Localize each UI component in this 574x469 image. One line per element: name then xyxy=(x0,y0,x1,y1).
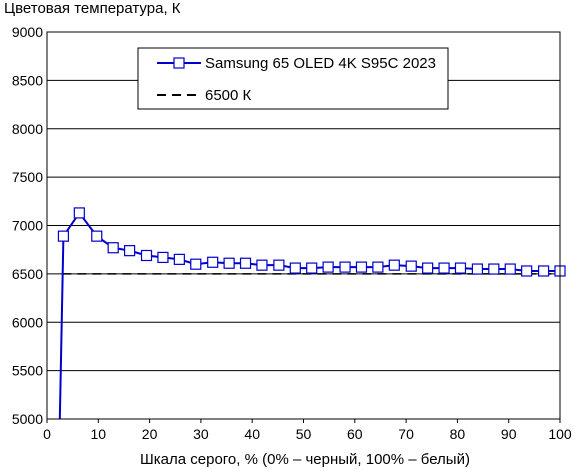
data-point-samsung xyxy=(537,265,550,277)
data-point-samsung xyxy=(239,257,252,269)
y-tick-label: 8000 xyxy=(12,121,43,137)
series-layer xyxy=(57,207,566,420)
x-tick-label: 20 xyxy=(142,426,158,442)
x-tick-labels: 0 10 20 30 40 50 60 70 80 90 100 xyxy=(43,419,572,442)
data-point-samsung xyxy=(422,262,434,274)
y-tick-label: 5500 xyxy=(12,363,43,379)
data-point-samsung xyxy=(140,249,153,262)
data-point-samsung xyxy=(157,251,169,264)
data-point-samsung xyxy=(107,242,119,254)
y-tick-label: 5000 xyxy=(12,411,43,427)
data-point-samsung xyxy=(504,263,516,275)
x-tick-label: 10 xyxy=(91,426,107,442)
legend-marker-samsung xyxy=(173,57,185,69)
data-point-samsung xyxy=(273,259,285,271)
y-axis-title: Цветовая температура, К xyxy=(4,0,181,17)
legend-box xyxy=(137,47,449,110)
data-point-samsung xyxy=(91,230,103,242)
y-tick-label: 8500 xyxy=(12,72,43,88)
y-tick-label: 7000 xyxy=(12,218,43,234)
y-tick-label: 6000 xyxy=(12,314,43,330)
data-point-samsung xyxy=(339,261,351,273)
data-point-samsung xyxy=(438,262,450,274)
x-tick-label: 40 xyxy=(244,426,260,442)
data-point-samsung xyxy=(123,245,136,257)
x-tick-label: 30 xyxy=(193,426,209,442)
x-tick-label: 80 xyxy=(450,426,466,442)
data-point-samsung xyxy=(521,265,533,277)
data-point-samsung xyxy=(355,261,368,273)
data-point-samsung xyxy=(488,263,500,275)
data-point-samsung xyxy=(256,259,268,271)
plot-frame xyxy=(46,31,561,420)
data-point-samsung xyxy=(405,260,417,272)
data-point-samsung xyxy=(57,230,70,242)
y-tick-label: 7500 xyxy=(12,169,43,185)
data-point-samsung xyxy=(73,207,85,219)
y-tick-label: 9000 xyxy=(12,24,43,40)
x-tick-label: 90 xyxy=(501,426,517,442)
data-point-samsung xyxy=(322,261,334,273)
legend-label-6500k: 6500 К xyxy=(205,87,252,104)
y-tick-label: 6500 xyxy=(12,266,43,282)
data-point-samsung xyxy=(388,259,400,271)
data-point-samsung xyxy=(471,263,484,275)
data-point-samsung xyxy=(289,262,301,274)
data-point-samsung xyxy=(454,262,467,274)
x-tick-label: 60 xyxy=(347,426,363,442)
x-axis-title: Шкала серого, % (0% – черный, 100% – бел… xyxy=(140,451,470,468)
x-tick-label: 0 xyxy=(43,426,51,442)
data-point-samsung xyxy=(223,257,235,269)
legend-label-samsung: Samsung 65 OLED 4K S95C 2023 xyxy=(205,55,436,72)
data-point-samsung xyxy=(372,261,384,273)
y-tick-labels: 5000 5500 6000 6500 7000 7500 8000 8500 9000 xyxy=(12,24,43,427)
data-point-samsung xyxy=(306,262,318,274)
data-point-samsung xyxy=(190,258,202,270)
data-point-samsung xyxy=(173,253,185,265)
legend: Samsung 65 OLED 4K S95C 2023 6500 К xyxy=(137,47,449,110)
x-tick-label: 70 xyxy=(398,426,414,442)
x-tick-label: 100 xyxy=(548,426,572,442)
data-point-samsung xyxy=(207,256,219,268)
x-tick-label: 50 xyxy=(296,426,312,442)
